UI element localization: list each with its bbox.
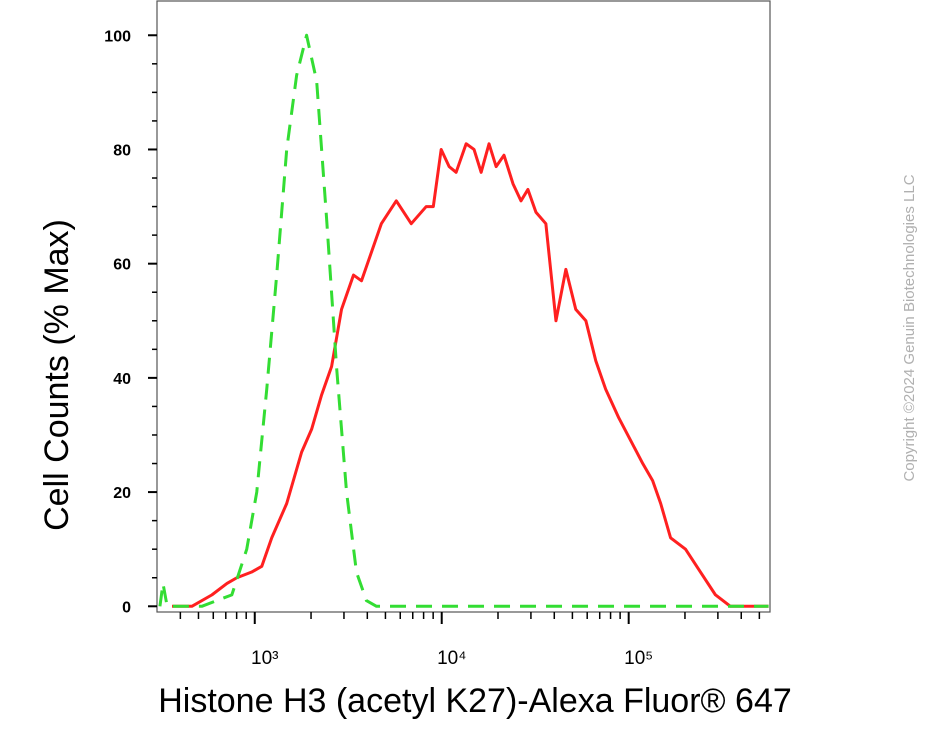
- plot-frame: [156, 0, 771, 613]
- y-tick-label: 20: [113, 485, 131, 502]
- series-line: [158, 33, 769, 608]
- y-tick-label: 40: [113, 371, 131, 388]
- y-tick-label: 60: [113, 257, 131, 274]
- y-tick-label: 0: [122, 599, 131, 616]
- copyright: Copyright ©2024 Genuin Biotechnologies L…: [901, 174, 918, 481]
- x-tick-label: 10³: [251, 648, 278, 669]
- x-tick-label: 10⁵: [624, 648, 653, 669]
- series-line: [172, 142, 769, 608]
- y-tick-label: 80: [113, 142, 131, 159]
- y-tick-label: 100: [104, 28, 131, 45]
- x-tick-label: 10⁴: [437, 648, 466, 669]
- y-axis-title: Cell Counts (% Max): [38, 219, 76, 531]
- x-axis-title: Histone H3 (acetyl K27)-Alexa Fluor® 647: [158, 682, 792, 720]
